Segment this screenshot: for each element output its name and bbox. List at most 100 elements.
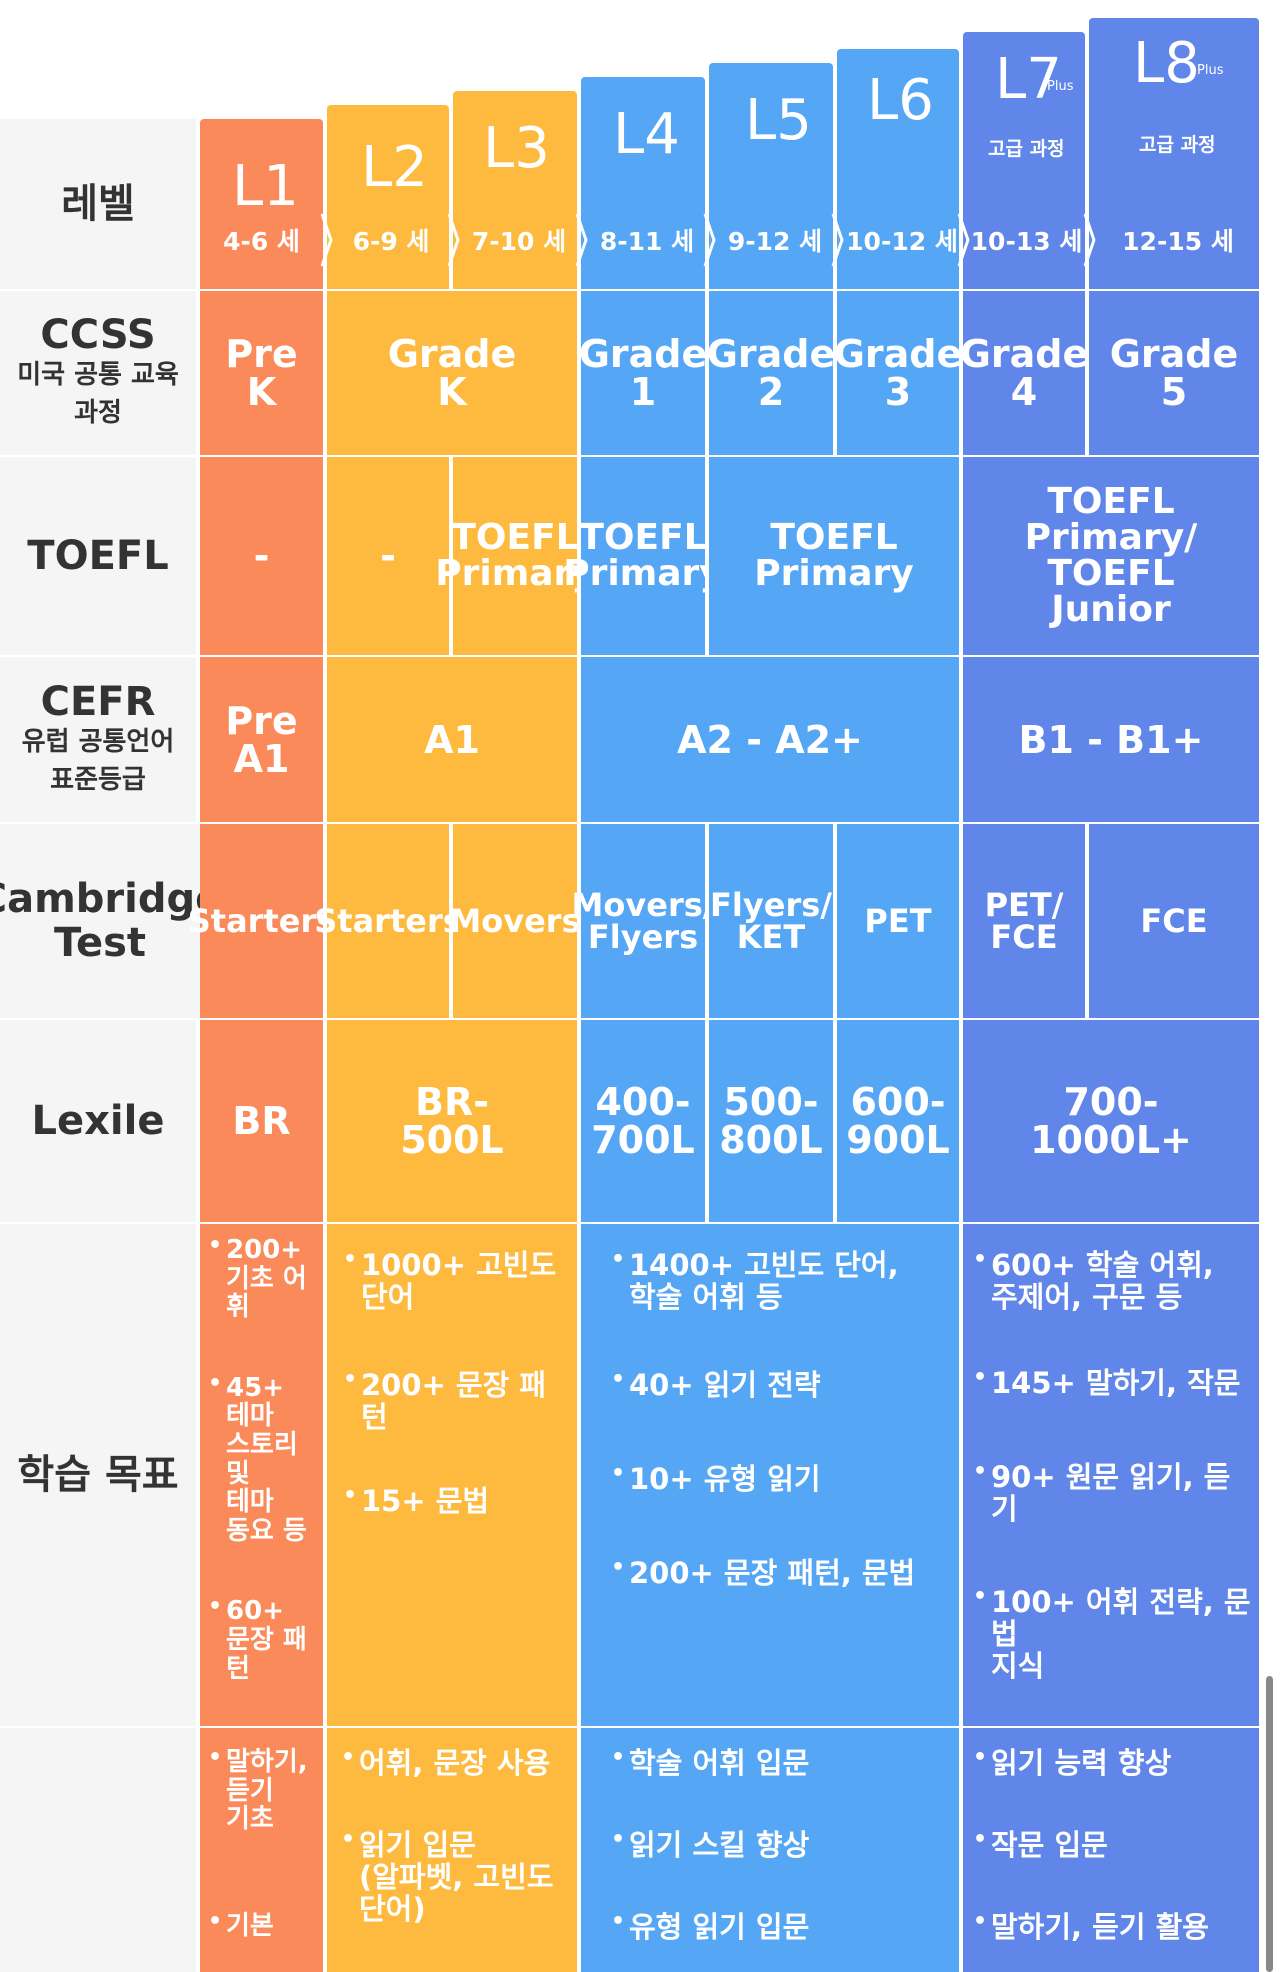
- ccss-cell: Pre K: [200, 291, 323, 455]
- ccss-cell: Grade 5: [1089, 291, 1259, 455]
- goal-item: 10+ 유형 읽기: [609, 1462, 821, 1496]
- goal-item: 200+ 문장 패 턴: [341, 1368, 546, 1434]
- chevron-divider: [703, 213, 716, 267]
- age-chevrons: [320, 213, 1096, 267]
- level-label-l7: L7: [995, 47, 1062, 112]
- row-head-ccss-label: CCSS: [40, 312, 156, 359]
- goal-item: 600+ 학술 어휘, 주제어, 구문 등: [971, 1248, 1214, 1314]
- row-head-level: 레벨: [0, 119, 196, 289]
- lexile-cell: BR- 500L: [327, 1020, 577, 1222]
- goal-item: 90+ 원문 읽기, 듣기: [971, 1460, 1255, 1526]
- age-l5: 9-12 세: [727, 227, 823, 256]
- row-head-ccss: CCSS 미국 공통 교육 과정: [0, 291, 196, 455]
- goal-item: 60+ 문장 패 턴: [206, 1595, 307, 1683]
- chevron-divider: [957, 213, 970, 267]
- chevron-divider: [831, 213, 844, 267]
- cambridge-cell: Movers/ Flyers: [572, 824, 714, 1018]
- row-head-lexile-label: Lexile: [31, 1098, 165, 1144]
- toefl-cell: TOEFL Primary/ TOEFL Junior: [963, 457, 1259, 655]
- lexile-cell: 400- 700L: [581, 1020, 705, 1222]
- ccss-cell: Grade 4: [960, 291, 1088, 455]
- row-head-cefr-sub2: 표준등급: [50, 764, 146, 795]
- level-header-l5: L5: [709, 63, 833, 289]
- lexile-cell: 700- 1000L+: [963, 1020, 1259, 1222]
- goal-item: 145+ 말하기, 작문: [971, 1366, 1240, 1400]
- age-l7: 10-13 세: [970, 227, 1083, 256]
- row-head-cefr-sub1: 유럽 공통언어: [21, 726, 175, 757]
- ccss-cell: Grade 3: [834, 291, 962, 455]
- level-label-l4: L4: [613, 102, 680, 167]
- toefl-cell: TOEFL Primary: [435, 457, 595, 655]
- row-head-cambridge-label2: Test: [53, 920, 147, 966]
- level-course-l8: 고급 과정: [1139, 134, 1216, 156]
- level-header-l1: L1: [200, 119, 323, 289]
- row-head-toefl-label: TOEFL: [27, 533, 169, 579]
- level-label-l3: L3: [483, 116, 550, 181]
- row-head-toefl: TOEFL: [0, 457, 196, 655]
- ccss-cell: Grade 1: [579, 291, 707, 455]
- level-label-l5: L5: [745, 88, 812, 153]
- toefl-cell: -: [200, 457, 323, 655]
- goal-item: 200+ 문장 패턴, 문법: [609, 1556, 915, 1590]
- goals-cell-l78: 600+ 학술 어휘, 주제어, 구문 등 145+ 말하기, 작문 90+ 원…: [963, 1224, 1259, 1726]
- goals-cell-l1: 200+ 기초 어 휘 45+ 테마 스토리 및 테마 동요 등 60+ 문장 …: [200, 1224, 323, 1726]
- age-l3: 7-10 세: [471, 227, 567, 256]
- chevron-divider: [320, 213, 333, 267]
- skill-item: 작문 입문: [971, 1828, 1108, 1862]
- skills-cell-l456: 학술 어휘 입문 읽기 스킬 향상 유형 읽기 입문: [581, 1728, 959, 1972]
- ccss-cell: Grade K: [327, 291, 577, 455]
- level-label-l2: L2: [361, 135, 428, 200]
- skill-item: 말하기, 듣기 기초: [206, 1746, 308, 1834]
- level-label-l8: L8: [1133, 31, 1200, 96]
- skill-item: 읽기 능력 향상: [971, 1746, 1171, 1780]
- skill-item: 어휘, 문장 사용: [339, 1746, 550, 1780]
- goal-item: 1400+ 고빈도 단어, 학술 어휘 등: [609, 1248, 899, 1314]
- row-head-cefr-label: CEFR: [40, 678, 156, 725]
- goal-item: 1000+ 고빈도 단어: [341, 1248, 556, 1314]
- row-head-skills: [0, 1728, 196, 1972]
- goal-item: 100+ 어휘 전략, 문법 지식: [971, 1585, 1255, 1683]
- goal-item: 40+ 읽기 전략: [609, 1368, 821, 1402]
- level-course-l7: 고급 과정: [988, 138, 1065, 160]
- chevron-divider: [575, 213, 588, 267]
- toefl-cell: TOEFL Primary: [563, 457, 723, 655]
- cambridge-cell: Starters: [188, 824, 335, 1018]
- level-header-l2: L2: [327, 105, 449, 289]
- lexile-cell: BR: [200, 1020, 323, 1222]
- cefr-cell: A2 - A2+: [581, 657, 959, 822]
- cefr-cell: Pre A1: [200, 657, 323, 822]
- row-head-goals: 학습 목표: [0, 1224, 196, 1726]
- age-l2: 6-9 세: [352, 227, 430, 256]
- cefr-cell: B1 - B1+: [963, 657, 1259, 822]
- skill-item: 유형 읽기 입문: [609, 1910, 809, 1944]
- level-header-l4: L4: [581, 77, 705, 289]
- row-head-cambridge-label1: Cambridge: [0, 876, 223, 922]
- level-label-l1: L1: [232, 154, 299, 219]
- toefl-cell: -: [327, 457, 449, 655]
- cambridge-cell: FCE: [1089, 824, 1259, 1018]
- level-header-l7: L7 Plus 고급 과정: [963, 32, 1085, 289]
- age-l8: 12-15 세: [1122, 227, 1234, 256]
- lexile-cell: 500- 800L: [709, 1020, 833, 1222]
- goal-item: 15+ 문법: [341, 1484, 489, 1518]
- row-head-ccss-sub2: 과정: [74, 398, 122, 428]
- goal-item: 45+ 테마 스토리 및 테마 동요 등: [206, 1372, 307, 1546]
- chevron-divider: [447, 213, 460, 267]
- skill-item: 읽기 입문 (알파벳, 고빈도 단어): [339, 1828, 553, 1926]
- cambridge-cell: Movers: [449, 824, 581, 1018]
- level-plus-l8: Plus: [1197, 63, 1224, 78]
- row-head-lexile: Lexile: [0, 1020, 196, 1222]
- vertical-scrollbar[interactable]: [1266, 1676, 1273, 1972]
- cambridge-cell: Flyers/ KET: [709, 824, 833, 1018]
- row-head-goals-label: 학습 목표: [17, 1452, 179, 1498]
- level-label-l6: L6: [867, 68, 934, 133]
- skills-cell-l1: 말하기, 듣기 기초 기본: [200, 1728, 323, 1972]
- skills-cell-l23: 어휘, 문장 사용 읽기 입문 (알파벳, 고빈도 단어): [327, 1728, 577, 1972]
- level-header-l3: L3: [453, 91, 577, 289]
- chevron-divider: [1083, 213, 1096, 267]
- cambridge-cell: Starters: [314, 824, 462, 1018]
- cambridge-cell: PET: [837, 824, 959, 1018]
- row-head-cefr: CEFR 유럽 공통언어 표준등급: [0, 657, 196, 822]
- age-l6: 10-12 세: [846, 227, 958, 256]
